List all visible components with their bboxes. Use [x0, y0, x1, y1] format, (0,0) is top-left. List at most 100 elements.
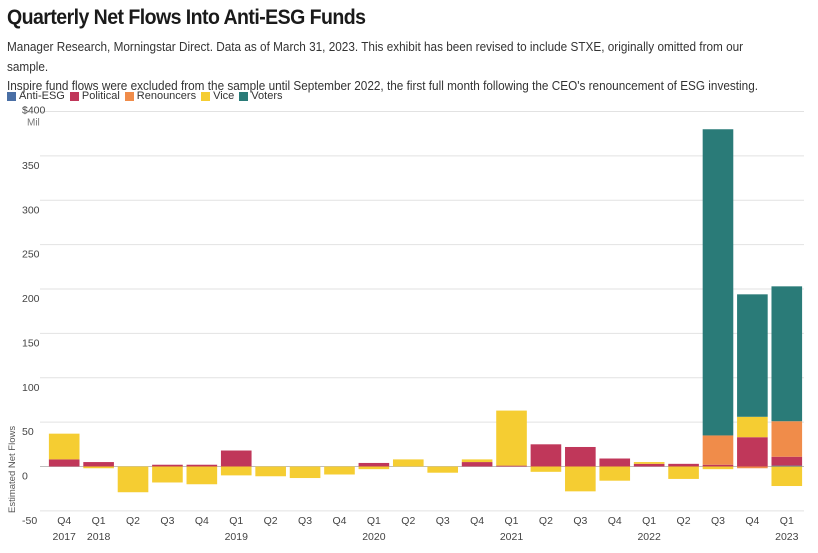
- legend-swatch-anti-esg: [7, 91, 16, 101]
- bar-vice: [771, 466, 803, 487]
- bar-vice: [289, 466, 321, 479]
- subtitle-line-2: Inspire fund flows were excluded from th…: [7, 78, 759, 93]
- bar-anti-esg: [771, 465, 803, 467]
- x-year-label: 2020: [362, 531, 386, 543]
- bar-political: [633, 463, 665, 467]
- bar-political: [220, 450, 252, 467]
- bar-renouncers: [737, 466, 768, 469]
- legend-label-renouncers: Renouncers: [136, 90, 197, 102]
- bar-vice: [358, 466, 390, 470]
- x-year-label: 2021: [500, 531, 524, 543]
- x-tick-label: Q3: [160, 515, 174, 527]
- y-tick-label: 250: [22, 249, 40, 261]
- bar-vice: [255, 466, 286, 477]
- bar-vice: [220, 466, 252, 476]
- bar-voters: [702, 129, 734, 436]
- bar-vice: [496, 410, 527, 466]
- bar-political: [152, 464, 183, 467]
- bar-political: [737, 437, 768, 467]
- bar-vice: [186, 466, 218, 485]
- x-tick-label: Q1: [780, 515, 794, 527]
- x-tick-label: Q2: [264, 515, 278, 527]
- bar-voters: [737, 294, 768, 417]
- legend-item-political: Political: [69, 90, 120, 102]
- chart-legend: Anti-ESG Political Renouncers Vice Voter…: [7, 90, 287, 102]
- legend-swatch-political: [69, 91, 79, 101]
- y-tick-label: 100: [22, 382, 40, 394]
- x-tick-label: Q3: [436, 515, 450, 527]
- x-tick-label: Q2: [539, 515, 553, 527]
- legend-swatch-vice: [201, 91, 211, 101]
- bar-political: [565, 446, 596, 467]
- bar-vice: [702, 466, 734, 470]
- bar-vice: [668, 466, 699, 479]
- y-tick-label: 300: [22, 204, 40, 216]
- bar-political: [771, 456, 803, 466]
- bar-vice: [427, 466, 459, 473]
- x-tick-label: Q4: [470, 515, 484, 527]
- x-tick-label: Q2: [677, 515, 691, 527]
- x-tick-label: Q2: [401, 515, 415, 527]
- x-tick-label: Q4: [332, 515, 346, 527]
- x-tick-label: Q3: [711, 515, 725, 527]
- bar-vice: [152, 466, 183, 483]
- x-year-label: 2017: [53, 531, 77, 543]
- bar-vice: [392, 459, 424, 467]
- y-axis-label: Estimated Net Flows: [7, 426, 18, 513]
- x-tick-label: Q1: [642, 515, 656, 527]
- x-tick-label: Q1: [92, 515, 106, 527]
- y-unit-label: Mil: [27, 118, 40, 129]
- x-tick-label: Q4: [57, 515, 71, 527]
- chart-title: Quarterly Net Flows Into Anti-ESG Funds: [7, 6, 366, 29]
- bar-vice: [117, 466, 149, 493]
- x-tick-label: Q3: [298, 515, 312, 527]
- bar-voters: [771, 286, 803, 422]
- y-tick-label: -50: [22, 515, 37, 527]
- y-tick-label: $400: [22, 105, 46, 117]
- bar-political: [186, 464, 218, 467]
- x-tick-label: Q1: [229, 515, 243, 527]
- bar-political: [48, 459, 80, 467]
- y-tick-label: 150: [22, 337, 40, 349]
- chart-subtitle: Manager Research, Morningstar Direct. Da…: [7, 37, 767, 96]
- x-tick-label: Q1: [367, 515, 381, 527]
- bar-vice: [633, 462, 665, 464]
- legend-item-anti-esg: Anti-ESG: [7, 90, 65, 102]
- x-tick-label: Q4: [745, 515, 759, 527]
- x-tick-label: Q3: [573, 515, 587, 527]
- y-tick-label: 200: [22, 293, 40, 305]
- bar-renouncers: [771, 421, 803, 457]
- x-tick-label: Q2: [126, 515, 140, 527]
- bar-vice: [48, 433, 80, 460]
- bar-vice: [324, 466, 355, 475]
- bar-vice: [599, 466, 631, 481]
- legend-swatch-renouncers: [124, 91, 134, 101]
- bar-vice: [530, 466, 562, 472]
- x-year-label: 2019: [225, 531, 249, 543]
- legend-item-renouncers: Renouncers: [124, 90, 197, 102]
- bar-vice: [737, 416, 768, 438]
- x-year-label: 2023: [775, 531, 799, 543]
- bar-vice: [565, 466, 596, 492]
- legend-label-vice: Vice: [213, 90, 235, 102]
- bar-political: [496, 465, 527, 467]
- legend-item-voters: Voters: [239, 90, 282, 102]
- bar-political: [358, 462, 390, 467]
- x-tick-label: Q4: [195, 515, 209, 527]
- y-tick-label: 350: [22, 160, 40, 172]
- bar-political: [668, 463, 699, 467]
- bar-political: [702, 464, 734, 467]
- bar-political: [83, 462, 114, 467]
- y-tick-label: 50: [22, 426, 34, 438]
- bar-political: [461, 462, 493, 467]
- legend-label-voters: Voters: [251, 90, 283, 102]
- legend-label-political: Political: [81, 90, 120, 102]
- legend-label-anti-esg: Anti-ESG: [19, 90, 65, 102]
- x-year-label: 2018: [87, 531, 111, 543]
- legend-swatch-voters: [239, 91, 249, 101]
- x-year-label: 2022: [637, 531, 661, 543]
- bar-renouncers: [702, 435, 734, 465]
- bar-political: [599, 458, 631, 467]
- bar-vice: [83, 466, 114, 469]
- bar-vice: [461, 459, 493, 463]
